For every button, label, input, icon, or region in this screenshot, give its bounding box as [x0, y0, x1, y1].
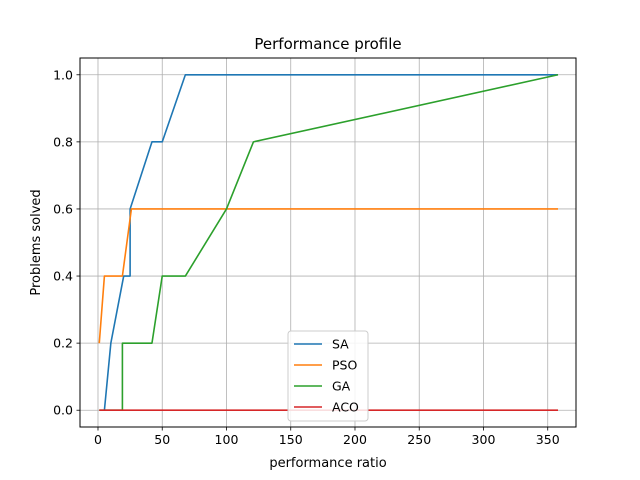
legend-label: PSO	[332, 358, 357, 373]
x-tick-label: 250	[407, 432, 431, 447]
legend: SA PSO GA ACO	[287, 330, 369, 422]
x-tick-label: 100	[215, 432, 239, 447]
chart-title: Performance profile	[254, 35, 401, 53]
series-line-pso	[98, 208, 559, 344]
y-tick-label: 1.0	[53, 67, 73, 82]
x-tick-label: 300	[472, 432, 496, 447]
plot-frame	[79, 57, 577, 428]
y-tick-label: 0.6	[53, 201, 73, 216]
legend-label: ACO	[332, 400, 359, 415]
x-tick-label: 50	[154, 432, 170, 447]
x-tick-label: 0	[94, 432, 102, 447]
y-tick-label: 0.2	[53, 336, 73, 351]
legend-label: SA	[332, 337, 349, 352]
series-line-sa	[103, 73, 559, 411]
y-axis-label: Problems solved	[29, 189, 44, 295]
x-tick-label: 350	[536, 432, 560, 447]
y-tick-label: 0.8	[53, 134, 73, 149]
series-line-ga	[99, 73, 559, 412]
y-tick-label: 0.4	[53, 269, 73, 284]
axis-ticks: 0 50 100 150 200 250 300 350 0.0 0.2 0.4 0.6 0.8 1.0	[53, 67, 560, 447]
x-tick-label: 200	[343, 432, 367, 447]
x-axis-label: performance ratio	[269, 456, 386, 471]
legend-label: GA	[332, 379, 351, 394]
legend-box	[287, 330, 369, 422]
x-tick-label: 150	[279, 432, 303, 447]
y-tick-label: 0.0	[53, 403, 73, 418]
